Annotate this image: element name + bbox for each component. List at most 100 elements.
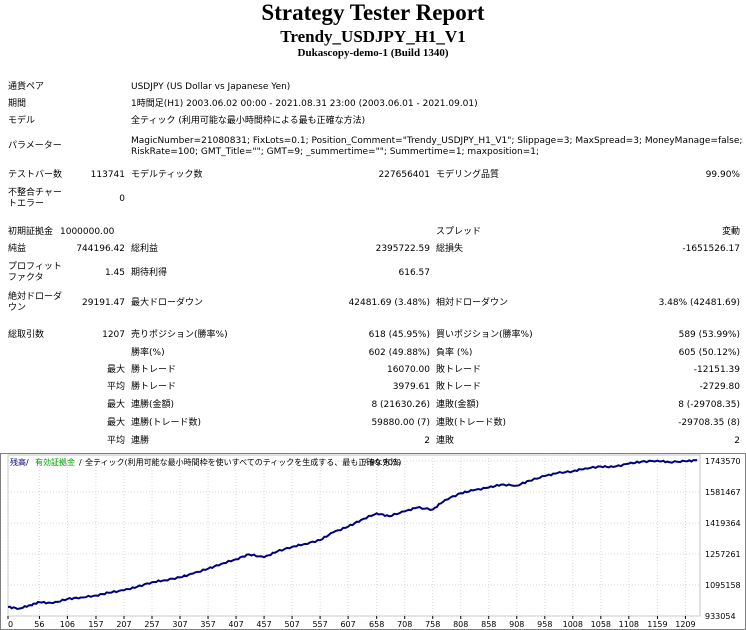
mismatch-label-1: 不整合チャー [8, 188, 62, 198]
x-tick-label: 307 [172, 620, 187, 629]
params-line-2: RiskRate=100; GMT_Title=""; GMT=9; _summ… [131, 147, 539, 157]
lossrate-label: 負率 (%) [436, 348, 473, 358]
model-value: 全ティック (利用可能な最小時間枠による最も正確な方法) [131, 116, 366, 126]
max-loss-trade-value: -12151.39 [693, 365, 740, 375]
bars-value: 113741 [90, 170, 125, 180]
reldd-label: 相対ドローダウン [436, 298, 509, 308]
net-value: 744196.42 [76, 244, 125, 254]
gross-loss-value: -1651526.17 [682, 244, 740, 254]
avg-loss-trade-label: 敗トレード [436, 382, 482, 392]
absdd-value: 29191.47 [82, 298, 125, 308]
avg-label: 平均 [106, 382, 125, 392]
winrate-label: 勝率(%) [131, 348, 165, 358]
x-tick-label: 507 [284, 620, 299, 629]
max-win-trade-label: 勝トレード [131, 365, 177, 375]
spread-value: 変動 [721, 227, 740, 237]
deposit-label: 初期証拠金 [8, 227, 54, 237]
legend-margin: 有効証拠金 [35, 457, 75, 467]
consec-loss-amount-value: 8 (-29708.35) [678, 400, 740, 410]
x-tick-label: 207 [116, 620, 131, 629]
x-tick-label: 106 [60, 620, 75, 629]
y-tick-label: 933054 [705, 612, 736, 621]
x-tick-label: 557 [312, 620, 327, 629]
symbol-label: 通貨ペア [8, 82, 45, 92]
trades-label: 総取引数 [8, 330, 45, 340]
x-tick-label: 607 [340, 620, 355, 629]
x-tick-label: 357 [200, 620, 215, 629]
report-title: Strategy Tester Report [261, 0, 485, 25]
spread-label: スプレッド [436, 227, 482, 237]
model-label: モデル [8, 116, 36, 126]
plot-area [7, 454, 701, 617]
long-value: 589 (53.99%) [678, 330, 740, 340]
legend-sep-3: / [364, 458, 367, 467]
avg-win-trade-value: 3979.61 [392, 382, 430, 392]
max-loss-trade-label: 敗トレード [436, 365, 482, 375]
pf-label-2: ファクタ [8, 273, 44, 283]
x-tick-label: 858 [481, 620, 496, 629]
x-tick-label: 958 [537, 620, 552, 629]
short-value: 618 (45.95%) [368, 330, 430, 340]
legend-quality: 99.90% [370, 458, 401, 467]
x-tick-label: 457 [256, 620, 271, 629]
consec-loss-trades-value: -29708.35 (8) [678, 418, 740, 428]
x-tick-label: 1108 [619, 620, 639, 629]
avg-loss-trade-value: -2729.80 [699, 382, 740, 392]
x-tick-label: 407 [228, 620, 243, 629]
pf-label-1: プロフィット [8, 262, 62, 272]
avg-consec-win-label: 連勝 [131, 436, 150, 446]
avg-win-trade-label: 勝トレード [131, 382, 177, 392]
consec-win-trades-value: 59880.00 (7) [371, 418, 430, 428]
y-tick-label: 1581467 [705, 488, 741, 497]
x-tick-label: 1209 [675, 620, 695, 629]
long-label: 買いポジション(勝率%) [436, 330, 533, 340]
y-tick-label: 1743570 [705, 457, 741, 466]
quality-label: モデリング品質 [436, 170, 500, 180]
y-tick-label: 1257261 [705, 550, 741, 559]
absdd-label-2: ウン [8, 303, 27, 313]
maxdd-value: 42481.69 (3.48%) [348, 298, 430, 308]
x-tick-label: 56 [34, 620, 44, 629]
lossrate-value: 605 (50.12%) [678, 348, 740, 358]
symbol-value: USDJPY (US Dollar vs Japanese Yen) [131, 82, 291, 92]
x-tick-label: 0 [8, 620, 13, 629]
absdd-label-1: 絶対ドローダ [8, 292, 63, 302]
winrate-value: 602 (49.88%) [368, 348, 430, 358]
max-label-3: 最大 [106, 418, 125, 428]
consec-win-amount-label: 連勝(金額) [131, 400, 175, 410]
x-tick-label: 1008 [563, 620, 583, 629]
avg-consec-win-value: 2 [424, 436, 430, 446]
bars-label: テストバー数 [8, 170, 63, 180]
y-tick-label: 1419364 [705, 519, 741, 528]
legend-balance: 残高 [10, 457, 26, 467]
x-tick-label: 1058 [591, 620, 611, 629]
consec-win-amount-value: 8 (21630.26) [371, 400, 430, 410]
short-label: 売りポジション(勝率%) [131, 330, 228, 340]
mismatch-value: 0 [119, 194, 125, 204]
avg-label-2: 平均 [106, 436, 125, 446]
y-tick-label: 1095158 [705, 581, 741, 590]
x-tick-label: 1159 [647, 620, 667, 629]
expected-label: 期待利得 [131, 268, 168, 278]
x-tick-label: 708 [397, 620, 412, 629]
pf-value: 1.45 [104, 268, 125, 278]
reldd-value: 3.48% (42481.69) [658, 298, 740, 308]
gross-profit-label: 総利益 [131, 244, 159, 254]
ticks-label: モデルティック数 [131, 170, 203, 180]
maxdd-label: 最大ドローダウン [131, 298, 204, 308]
params-label: パラメーター [8, 141, 62, 151]
max-label-2: 最大 [106, 400, 125, 410]
avg-consec-loss-label: 連敗 [436, 436, 455, 446]
period-value: 1時間足(H1) 2003.06.02 00:00 - 2021.08.31 2… [131, 99, 478, 109]
params-line-1: MagicNumber=21080831; FixLots=0.1; Posit… [131, 136, 743, 146]
gross-loss-label: 総損失 [436, 244, 464, 254]
balance-chart: 残高 / 有効証拠金 / 全ティック(利用可能な最小時間枠を使いすべてのティック… [0, 453, 746, 630]
balance-line [7, 459, 698, 611]
avg-consec-loss-value: 2 [734, 436, 740, 446]
legend-sep-1: / [26, 458, 29, 467]
x-tick-label: 908 [509, 620, 524, 629]
ea-name: Trendy_USDJPY_H1_V1 [280, 27, 466, 46]
x-tick-label: 157 [88, 620, 103, 629]
legend-sep-2: / [79, 458, 82, 467]
quality-value: 99.90% [705, 170, 740, 180]
